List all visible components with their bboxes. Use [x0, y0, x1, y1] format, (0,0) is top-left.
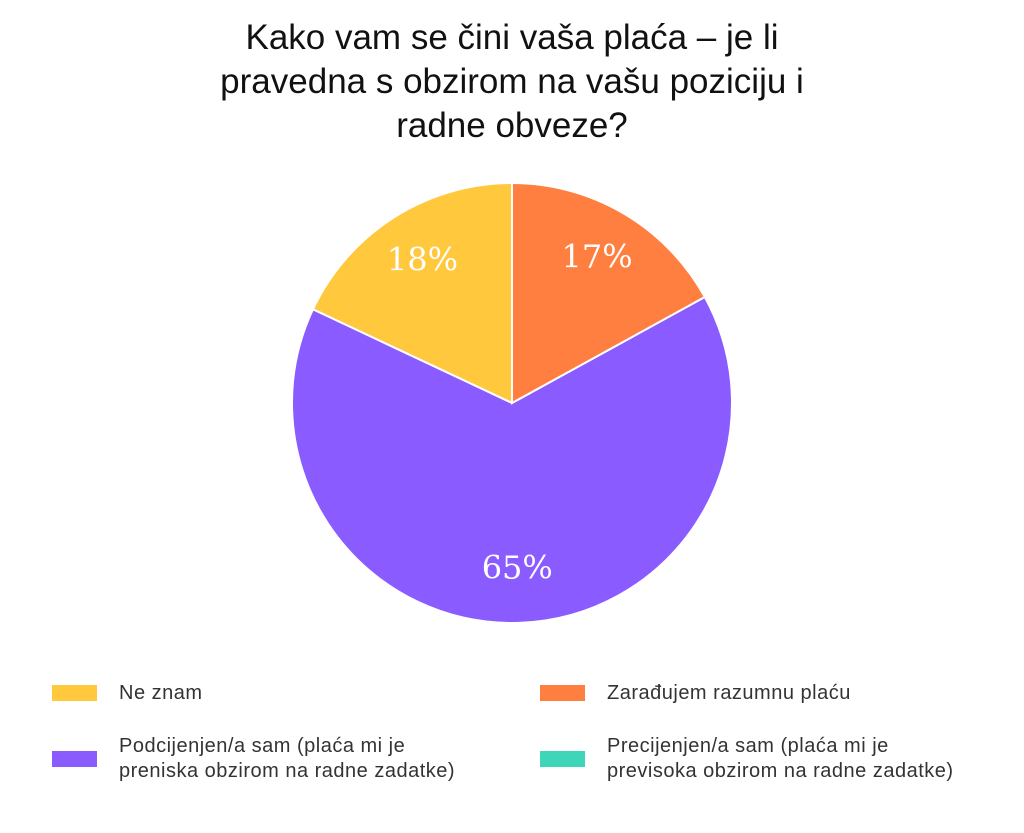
slice-label: 65%	[482, 549, 553, 587]
pie-slice	[311, 181, 513, 405]
slice-label: 18%	[387, 240, 458, 278]
legend-label: Ne znam	[119, 681, 203, 704]
legend-item: Zarađujem razumnu plaću	[540, 681, 960, 706]
legend-swatch	[540, 751, 585, 767]
legend-item: Podcijenjen/a sam (plaća mi je preniska …	[52, 734, 472, 784]
legend-swatch	[52, 751, 97, 767]
legend-label: Zarađujem razumnu plaću	[607, 681, 851, 704]
legend-item: Precijenjen/a sam (plaća mi je previsoka…	[540, 734, 960, 784]
legend-item: Ne znam	[52, 681, 472, 706]
legend-label: Podcijenjen/a sam (plaća mi je preniska …	[119, 735, 456, 782]
legend-label: Precijenjen/a sam (plaća mi je previsoka…	[607, 735, 954, 782]
legend-swatch	[540, 685, 585, 701]
pie-slice	[511, 181, 707, 405]
slice-label: 17%	[562, 238, 633, 276]
pie-slice	[291, 295, 733, 624]
chart-title: Kako vam se čini vaša plaća – je li prav…	[220, 18, 804, 145]
legend-swatch	[52, 685, 97, 701]
